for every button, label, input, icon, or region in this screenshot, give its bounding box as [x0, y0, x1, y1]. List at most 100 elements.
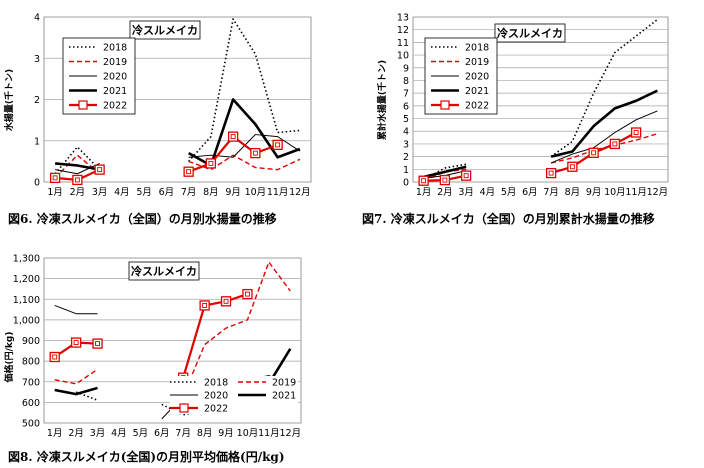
data-point: [439, 174, 451, 186]
data-point-inner: [74, 177, 80, 183]
series-line-2018: [54, 146, 101, 175]
x-tick-label: 7月: [543, 187, 559, 198]
legend-label: 2022: [204, 404, 228, 415]
y-tick-label: 1,100: [13, 295, 40, 306]
y-tick-label: 2: [34, 95, 40, 106]
legend-label: 2022: [465, 101, 489, 112]
x-tick-label: 6月: [159, 187, 175, 198]
y-tick-label: 4: [34, 13, 40, 24]
data-point: [609, 138, 621, 150]
data-point: [70, 337, 82, 348]
x-tick-label: 9月: [586, 187, 602, 198]
chart-title: 冷スルメイカ: [131, 264, 197, 278]
data-point: [567, 161, 578, 172]
x-tick-label: 3月: [458, 187, 474, 198]
data-point: [199, 300, 210, 311]
data-point: [92, 338, 103, 349]
x-tick-label: 9月: [218, 428, 234, 439]
data-point-inner: [633, 130, 639, 135]
y-tick-label: 1,000: [13, 315, 40, 326]
x-tick-label: 11月: [267, 187, 289, 198]
data-point: [94, 164, 105, 175]
series-line-2020: [550, 110, 658, 164]
x-tick-label: 10月: [604, 187, 626, 198]
x-tick-label: 3月: [90, 428, 106, 439]
x-tick-label: 10月: [237, 428, 259, 439]
legend-box: [62, 37, 136, 115]
x-tick-label: 7月: [175, 428, 191, 439]
data-point-inner: [223, 298, 229, 304]
legend-label: 2020: [204, 391, 228, 402]
x-tick-label: 11月: [625, 187, 647, 198]
chart-average-price: 500 600 700 800 900 1,000 1,100 1,200 1,300 1月 2月 3…: [3, 254, 302, 464]
y-tick-label: 500: [22, 419, 40, 430]
x-tick-label: 12月: [647, 187, 669, 198]
series-line-2020: [54, 304, 98, 315]
data-point-inner: [548, 170, 554, 176]
y-tick-label: 7: [403, 89, 409, 100]
y-tick-label: 3: [34, 54, 40, 65]
y-tick-label: 8: [403, 76, 409, 87]
series-2019: [423, 133, 658, 182]
x-tick-label: 2月: [68, 428, 84, 439]
legend-label: 2022: [103, 101, 127, 112]
legend-label: 2019: [103, 57, 127, 68]
data-point-inner: [230, 134, 236, 140]
x-tick-label: 1月: [47, 428, 63, 439]
series-line-2019: [550, 133, 658, 164]
y-tick-label: 600: [22, 398, 40, 409]
figure-caption: 図6. 冷凍スルメイカ（全国）の月別水揚量の推移: [8, 211, 277, 226]
series-2018: [54, 18, 300, 175]
legend-label: 2018: [204, 378, 228, 389]
series-line-2021: [54, 386, 98, 396]
x-tick-label: 1月: [416, 187, 432, 198]
x-tick-label: 10月: [245, 187, 267, 198]
x-tick-label: 1月: [47, 187, 63, 198]
y-axis-label: 水揚量(千トン): [3, 69, 15, 131]
data-point: [183, 166, 194, 177]
x-tick-label: 5月: [136, 187, 152, 198]
y-tick-label: 1,200: [13, 274, 40, 285]
y-tick-label: 1,300: [13, 254, 40, 265]
legend-label: 2021: [465, 86, 489, 97]
y-tick-label: 0: [34, 178, 40, 189]
x-tick-label: 8月: [197, 428, 213, 439]
chart-title-box: [128, 261, 200, 281]
data-point: [220, 296, 232, 307]
legend-marker: [440, 100, 450, 110]
y-axis-label: 累計水揚量(千トン): [376, 60, 388, 140]
series-2022: [418, 127, 642, 186]
chart-title: 冷スルメイカ: [132, 23, 198, 37]
data-point: [242, 288, 253, 300]
data-point: [272, 139, 283, 151]
y-tick-label: 9: [403, 63, 409, 74]
data-point-inner: [97, 167, 103, 173]
data-point-inner: [245, 291, 250, 297]
chart-title-box: [129, 20, 201, 40]
data-point-inner: [442, 177, 448, 183]
legend-label: 2020: [465, 72, 489, 83]
y-tick-label: 1: [34, 136, 40, 147]
legend-label: 2020: [103, 72, 127, 83]
data-point-inner: [52, 354, 58, 360]
x-tick-label: 7月: [181, 187, 197, 198]
data-point: [227, 131, 239, 142]
data-point: [418, 175, 429, 186]
data-point: [588, 147, 599, 158]
x-tick-label: 12月: [279, 428, 301, 439]
data-point-inner: [612, 141, 618, 147]
series-line-2021: [550, 89, 658, 158]
data-point-inner: [202, 302, 208, 308]
series-2021: [423, 89, 658, 179]
x-tick-label: 5月: [133, 428, 149, 439]
legend: 2018 2019 2020 2021 2022: [170, 376, 298, 415]
data-point-inner: [73, 340, 79, 346]
x-tick-label: 2月: [70, 187, 86, 198]
legend-label: 2018: [103, 43, 127, 54]
legend: 2018 2019 2020 2021 2022: [62, 37, 136, 115]
x-tick-label: 11月: [258, 428, 280, 439]
data-point-inner: [569, 164, 575, 170]
x-tick-label: 4月: [114, 187, 130, 198]
data-point-inner: [95, 341, 100, 347]
